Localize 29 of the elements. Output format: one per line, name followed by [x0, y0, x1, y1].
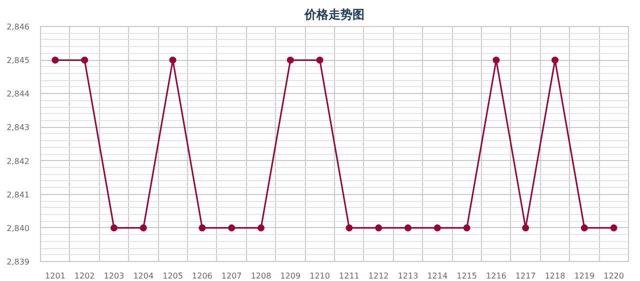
x-tick-label: 1211 — [339, 272, 360, 280]
y-tick-label: 2,841 — [6, 190, 30, 200]
x-tick-label: 1208 — [250, 272, 272, 280]
x-tick-label: 1216 — [486, 272, 506, 280]
y-tick-label: 2,844 — [6, 90, 30, 99]
chart-title: 价格走势图 — [304, 8, 364, 22]
x-tick-label: 1201 — [45, 272, 66, 280]
y-tick-label: 2,840 — [6, 224, 30, 233]
x-tick-label: 1205 — [162, 272, 183, 280]
y-tick-label: 2,846 — [6, 22, 30, 32]
x-tick-label: 1202 — [74, 272, 95, 280]
x-tick-label: 1210 — [310, 272, 330, 280]
x-tick-label: 1214 — [427, 272, 448, 280]
x-tick-label: 1213 — [398, 272, 418, 280]
y-tick-label: 2,842 — [6, 156, 30, 166]
x-tick-label: 1212 — [368, 272, 389, 280]
x-tick-label: 1207 — [221, 272, 242, 280]
x-tick-label: 1220 — [604, 272, 624, 280]
x-tick-label: 1215 — [456, 272, 477, 280]
x-tick-label: 1204 — [133, 272, 154, 280]
x-tick-label: 1206 — [192, 272, 212, 280]
x-tick-label: 1219 — [574, 272, 595, 280]
y-tick-label: 2,843 — [6, 123, 30, 132]
x-tick-label: 1217 — [515, 272, 536, 280]
y-tick-label: 2,845 — [6, 56, 30, 66]
x-tick-label: 1209 — [280, 272, 301, 280]
x-tick-label: 1218 — [544, 272, 566, 280]
x-tick-label: 1203 — [104, 272, 124, 280]
y-tick-label: 2,839 — [6, 258, 30, 266]
